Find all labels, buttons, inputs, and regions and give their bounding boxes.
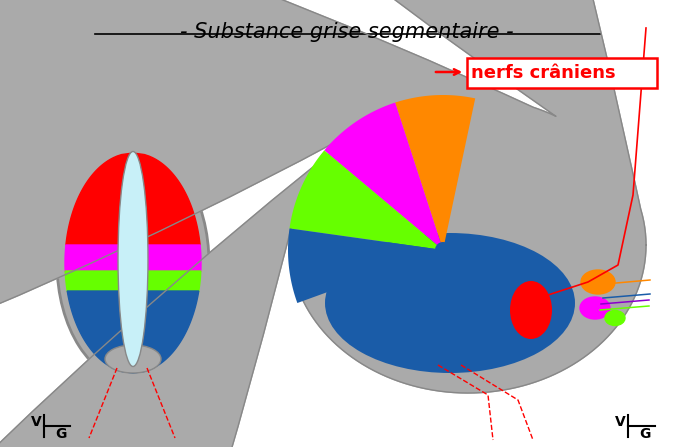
Polygon shape [289,150,437,249]
Text: - Substance grise segmentaire -: - Substance grise segmentaire - [180,22,514,42]
Text: nerfs crâniens: nerfs crâniens [471,64,616,82]
Ellipse shape [325,233,575,373]
Polygon shape [65,271,201,291]
Polygon shape [324,102,441,245]
Text: V: V [615,415,625,429]
Polygon shape [0,0,646,447]
FancyBboxPatch shape [467,58,657,88]
Ellipse shape [57,145,209,381]
Polygon shape [66,153,200,245]
Polygon shape [288,228,435,303]
Ellipse shape [118,152,148,367]
Ellipse shape [105,345,161,373]
Polygon shape [65,245,201,271]
Ellipse shape [581,270,615,294]
Polygon shape [67,291,198,373]
Ellipse shape [580,297,610,319]
Text: V: V [31,415,42,429]
Ellipse shape [605,311,625,325]
Polygon shape [395,95,475,242]
Ellipse shape [510,281,552,339]
Text: G: G [56,427,67,441]
Text: G: G [639,427,651,441]
